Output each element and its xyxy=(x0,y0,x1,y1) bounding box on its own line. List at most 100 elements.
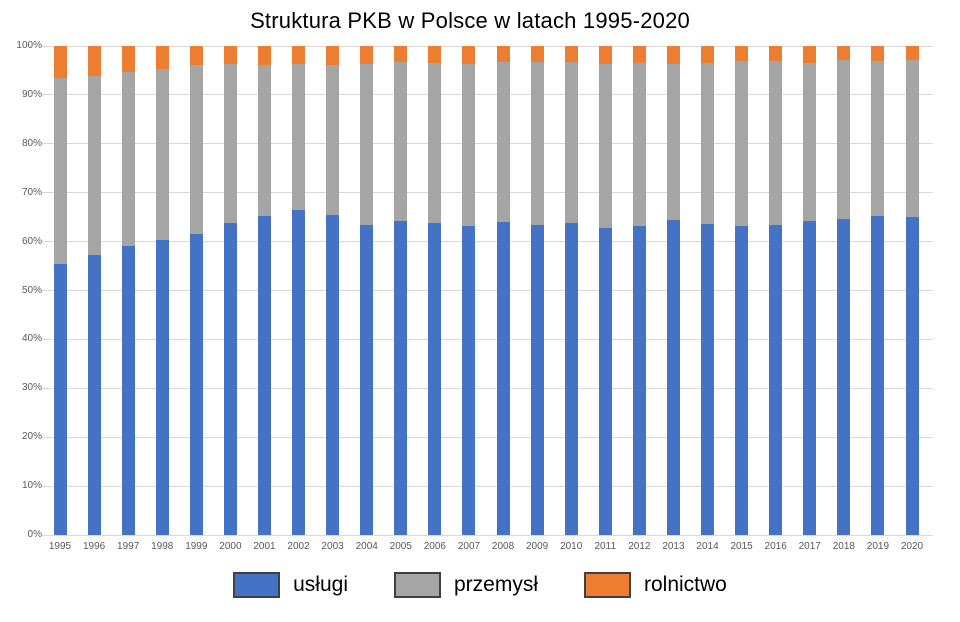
bar-segment-przemys-2011 xyxy=(598,63,612,229)
bar-segment-usugi-2016 xyxy=(769,224,783,535)
bar-segment-rolnictwo-2000 xyxy=(223,46,237,64)
bar-segment-rolnictwo-2013 xyxy=(666,46,680,64)
y-axis-label-80: 80% xyxy=(21,137,42,149)
bar-segment-rolnictwo-2015 xyxy=(735,46,749,62)
legend-label-przemysl: przemysł xyxy=(453,573,538,596)
y-axis-tick-80 xyxy=(42,143,48,145)
x-axis-label-2010: 2010 xyxy=(560,541,583,552)
bar-segment-usugi-1998 xyxy=(155,239,169,535)
bar-segment-przemys-2007 xyxy=(462,63,476,226)
bar-segment-rolnictwo-2011 xyxy=(598,46,612,64)
gridline-70 xyxy=(48,192,933,194)
bar-segment-usugi-2015 xyxy=(735,225,749,535)
bar-segment-rolnictwo-2008 xyxy=(496,46,510,63)
y-axis-tick-30 xyxy=(42,387,48,389)
y-axis-tick-60 xyxy=(42,241,48,243)
bar-segment-usugi-1996 xyxy=(87,255,101,535)
bar-segment-przemys-2013 xyxy=(666,63,680,221)
bar-segment-usugi-1995 xyxy=(53,263,67,535)
bar-segment-rolnictwo-1998 xyxy=(155,46,169,69)
gridline-40 xyxy=(48,338,933,340)
x-axis-label-1998: 1998 xyxy=(151,541,174,552)
bar-segment-rolnictwo-1999 xyxy=(189,46,203,66)
bar-segment-rolnictwo-2016 xyxy=(769,46,783,62)
bar-segment-usugi-2005 xyxy=(394,221,408,535)
bar-segment-przemys-2001 xyxy=(257,65,271,216)
x-axis-label-2014: 2014 xyxy=(696,541,719,552)
bar-segment-rolnictwo-2003 xyxy=(326,46,340,65)
gridline-10 xyxy=(48,485,933,487)
bar-segment-przemys-2015 xyxy=(735,61,749,226)
bar-segment-usugi-2013 xyxy=(666,220,680,535)
gridline-80 xyxy=(48,143,933,145)
bar-segment-rolnictwo-2012 xyxy=(632,46,646,64)
legend-swatch-uslugi xyxy=(233,572,281,598)
y-axis-tick-70 xyxy=(42,192,48,194)
bar-segment-rolnictwo-2018 xyxy=(837,46,851,61)
x-axis-label-2009: 2009 xyxy=(525,541,549,552)
bar-segment-przemys-2020 xyxy=(905,59,919,218)
y-axis-label-20: 20% xyxy=(21,431,42,443)
y-axis-label-0: 0% xyxy=(27,529,42,540)
bar-segment-przemys-2019 xyxy=(871,61,885,216)
bar-segment-usugi-2019 xyxy=(871,215,885,535)
bar-segment-przemys-2009 xyxy=(530,62,544,225)
y-axis-tick-10 xyxy=(42,485,48,487)
bar-segment-usugi-2007 xyxy=(462,225,476,535)
plot-area: 0% 10% 20% 30% 40% 50% 60% 70% 80% 90% 100% 1995 199… xyxy=(16,40,933,552)
chart-title: Struktura PKB w Polsce w latach 1995-202… xyxy=(250,8,690,33)
bar-segment-przemys-1996 xyxy=(87,75,101,256)
bar-segment-przemys-2003 xyxy=(326,64,340,215)
y-axis-label-10: 10% xyxy=(21,480,42,492)
y-axis-label-40: 40% xyxy=(21,333,42,345)
x-axis-label-2019: 2019 xyxy=(866,541,890,552)
bar-segment-przemys-2006 xyxy=(428,63,442,224)
bar-segment-usugi-1997 xyxy=(121,246,135,535)
x-axis-label-1999: 1999 xyxy=(185,541,208,552)
bar-segment-usugi-2011 xyxy=(598,228,612,535)
x-axis-label-2002: 2002 xyxy=(287,541,310,552)
x-axis-label-2004: 2004 xyxy=(355,541,378,552)
bar-segment-rolnictwo-2014 xyxy=(701,46,715,64)
gridline-50 xyxy=(48,290,933,291)
bar-segment-przemys-2000 xyxy=(223,63,237,224)
x-axis-label-2006: 2006 xyxy=(423,541,446,552)
bar-segment-usugi-2006 xyxy=(428,223,442,535)
bar-segment-usugi-1999 xyxy=(189,233,203,535)
bar-segment-usugi-2004 xyxy=(360,224,374,535)
y-axis-tick-90 xyxy=(42,94,48,96)
y-axis-label-70: 70% xyxy=(21,186,42,198)
x-axis-label-1997: 1997 xyxy=(117,541,140,552)
x-axis-label-2007: 2007 xyxy=(457,541,481,552)
x-axis-label-1995: 1995 xyxy=(48,541,72,552)
bar-segment-usugi-2002 xyxy=(292,209,306,535)
gridline-60 xyxy=(48,241,933,243)
x-axis-label-2000: 2000 xyxy=(219,541,242,552)
x-axis-label-2008: 2008 xyxy=(491,541,515,552)
y-axis-tick-40 xyxy=(42,338,48,340)
bar-segment-rolnictwo-2010 xyxy=(564,46,578,63)
gridline-0 xyxy=(48,534,933,536)
bar-segment-usugi-2009 xyxy=(530,224,544,535)
bar-segment-przemys-2012 xyxy=(632,63,646,226)
bar-segment-rolnictwo-2004 xyxy=(360,46,374,65)
bar-segment-usugi-2000 xyxy=(223,223,237,535)
x-axis-label-2013: 2013 xyxy=(662,541,685,552)
bar-segment-rolnictwo-1995 xyxy=(53,46,67,79)
y-axis-tick-0 xyxy=(42,534,48,536)
bar-segment-przemys-1997 xyxy=(121,71,135,247)
y-axis-label-60: 60% xyxy=(21,235,42,247)
x-axis-label-2020: 2020 xyxy=(900,541,924,552)
bar-segment-przemys-2017 xyxy=(803,63,817,222)
bar-segment-przemys-2004 xyxy=(360,64,374,225)
bar-segment-usugi-2014 xyxy=(701,224,715,535)
bar-segment-przemys-2014 xyxy=(701,63,715,224)
bar-segment-przemys-2016 xyxy=(769,61,783,225)
y-axis-label-30: 30% xyxy=(21,382,42,394)
bar-segment-usugi-2001 xyxy=(257,215,271,535)
y-axis-tick-100 xyxy=(42,45,48,47)
bar-segment-rolnictwo-2005 xyxy=(394,46,408,62)
y-axis-label-100: 100% xyxy=(16,40,42,51)
legend-item-rolnictwo: rolnictwo xyxy=(584,572,727,598)
bar-segment-rolnictwo-2002 xyxy=(292,46,306,64)
